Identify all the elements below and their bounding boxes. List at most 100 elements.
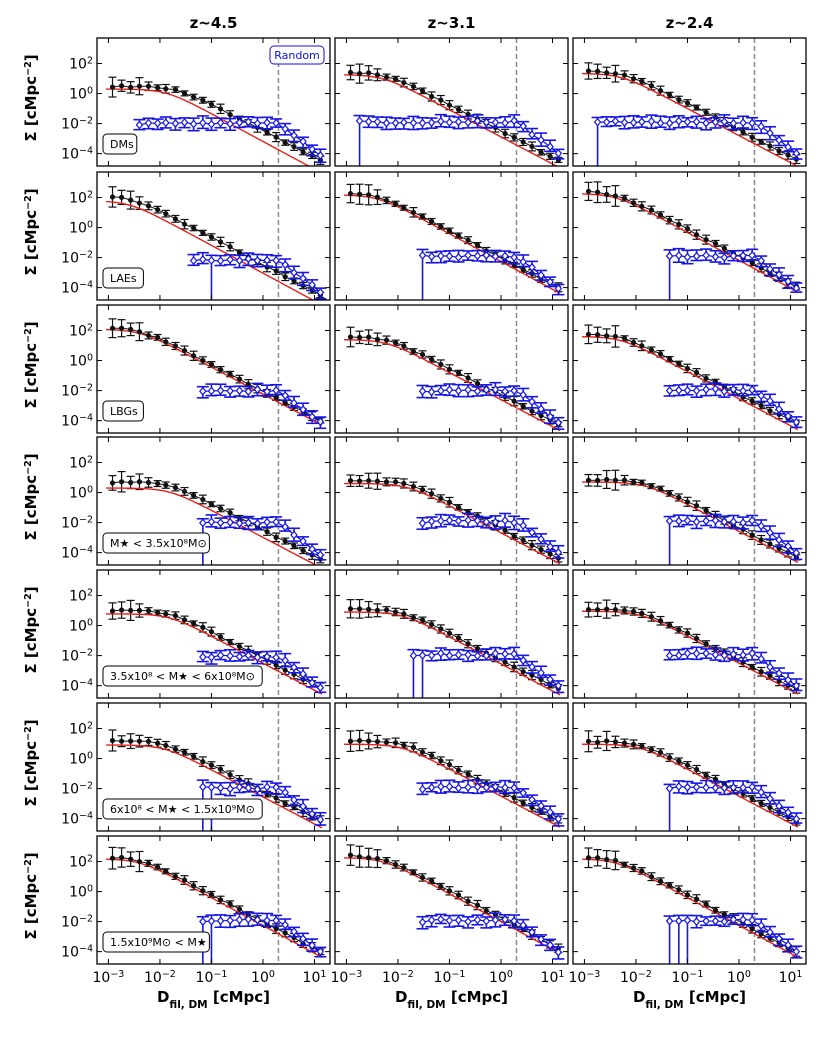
- random-point: [757, 391, 765, 401]
- profile-point: [612, 477, 619, 483]
- random-point: [445, 651, 454, 661]
- random-point: [729, 783, 738, 792]
- random-point: [216, 916, 225, 926]
- profile-point: [721, 245, 727, 251]
- random-point: [739, 915, 747, 925]
- panel-plot-area: [106, 172, 327, 300]
- panel-plot-area: [582, 172, 803, 300]
- profile-point: [208, 891, 215, 898]
- random-point: [437, 251, 445, 261]
- random-point: [792, 149, 801, 158]
- profile-point: [136, 607, 143, 614]
- profile-point: [429, 356, 435, 362]
- profile-point: [291, 278, 297, 284]
- profile-point: [154, 864, 161, 870]
- profile-point: [154, 85, 161, 91]
- profile-point: [693, 635, 700, 642]
- random-legend-label: Random: [274, 49, 320, 62]
- column-title: z~2.4: [666, 14, 714, 32]
- profile-point: [684, 226, 691, 232]
- panel-4-2: [572, 569, 807, 699]
- random-point: [437, 648, 445, 658]
- panel-5-1: [334, 702, 569, 832]
- profile-point: [291, 143, 297, 150]
- random-point: [665, 386, 674, 396]
- profile-point: [667, 356, 673, 362]
- y-tick-label: 10−4: [61, 412, 93, 430]
- random-point: [554, 947, 563, 957]
- x-axis-title-rest: [cMpc]: [446, 988, 508, 1006]
- y-tick-exponent: −2: [79, 647, 93, 658]
- random-point: [784, 808, 792, 817]
- random-line: [422, 785, 559, 820]
- random-point: [546, 940, 554, 950]
- profile-point: [520, 669, 526, 675]
- profile-point: [758, 800, 764, 806]
- random-point: [437, 386, 445, 396]
- random-point: [427, 516, 436, 526]
- profile-point: [356, 71, 363, 77]
- profile-point: [657, 749, 664, 756]
- random-point: [454, 915, 463, 925]
- profile-point: [749, 398, 755, 404]
- profile-point: [145, 860, 152, 866]
- profile-point: [145, 332, 152, 339]
- profile-point: [282, 800, 288, 807]
- profile-point: [684, 365, 691, 372]
- random-point: [546, 142, 554, 152]
- profile-point: [392, 340, 399, 346]
- random-point: [473, 782, 482, 792]
- profile-point: [648, 874, 655, 880]
- random-point: [784, 541, 792, 551]
- row-label: 6x10⁸ < M★ < 1.5x10⁹M⊙: [110, 803, 255, 816]
- y-tick-exponent: 2: [87, 55, 93, 66]
- profile-point: [438, 495, 444, 502]
- random-point: [491, 782, 500, 792]
- random-point: [409, 118, 418, 128]
- x-tick-label: 10−3: [331, 969, 363, 987]
- profile-point: [191, 94, 197, 100]
- profile-point: [392, 740, 399, 746]
- profile-point: [208, 234, 215, 240]
- random-point: [253, 256, 262, 266]
- y-tick-mantissa: 10: [61, 915, 79, 931]
- y-tick-label: 10−2: [61, 249, 93, 267]
- profile-point: [273, 394, 279, 401]
- x-axis-title-base: D: [395, 988, 407, 1006]
- random-point: [537, 135, 545, 145]
- profile-point: [684, 100, 691, 106]
- profile-point: [208, 501, 215, 507]
- y-axis-title-base: Σ [cMpc: [22, 874, 40, 940]
- random-point: [519, 521, 527, 531]
- x-tick-mantissa: 10: [434, 970, 452, 986]
- x-axis-title: Dfil, DM [cMpc]: [157, 988, 270, 1011]
- random-point: [528, 662, 536, 672]
- random-point: [683, 782, 692, 792]
- random-point: [683, 117, 692, 127]
- profile-point: [273, 662, 279, 668]
- profile-point: [630, 608, 637, 615]
- profile-point: [585, 331, 592, 337]
- random-point: [720, 650, 729, 660]
- y-tick-mantissa: 10: [69, 57, 87, 73]
- profile-point: [128, 479, 134, 486]
- panel-plot-area: [344, 570, 565, 698]
- model-fit-line: [106, 613, 323, 695]
- profile-point: [200, 230, 206, 236]
- x-tick-label: 10−2: [382, 969, 414, 987]
- profile-point: [438, 883, 444, 890]
- y-tick-label: 102: [69, 587, 93, 605]
- profile-point: [612, 857, 619, 864]
- x-axis-title-sub: fil, DM: [407, 999, 445, 1011]
- y-axis-title: Σ [cMpc−2]: [22, 188, 40, 275]
- random-point: [692, 782, 701, 792]
- y-axis-title-close: ]: [22, 188, 40, 195]
- random-point: [464, 385, 472, 395]
- random-point: [546, 277, 554, 287]
- random-point: [454, 386, 463, 396]
- profile-point: [758, 139, 764, 145]
- profile-point: [676, 361, 682, 367]
- profile-point: [776, 148, 782, 154]
- random-point: [244, 254, 253, 264]
- random-point: [546, 675, 554, 684]
